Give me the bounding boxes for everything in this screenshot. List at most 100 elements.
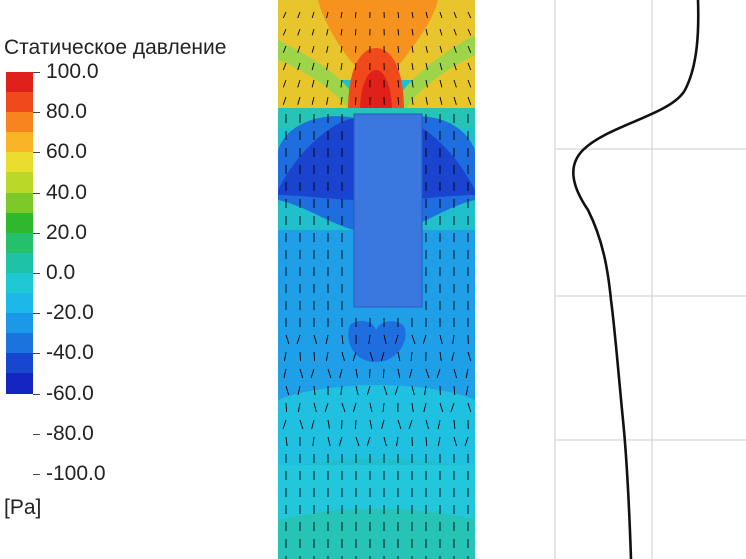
velocity-vector <box>410 351 413 362</box>
velocity-vector <box>327 436 331 447</box>
velocity-vector <box>282 28 287 36</box>
colorbar-tick-label: 20.0 <box>46 220 87 244</box>
velocity-vector <box>282 96 287 105</box>
velocity-vector <box>382 368 385 379</box>
velocity-vector <box>354 419 357 430</box>
velocity-vector <box>282 419 287 430</box>
velocity-vector <box>380 351 385 362</box>
velocity-vector <box>450 402 455 413</box>
velocity-vector <box>453 45 457 53</box>
colorbar-band <box>6 313 33 334</box>
velocity-vector <box>339 368 343 379</box>
velocity-vector <box>313 385 316 396</box>
velocity-vector <box>355 385 359 396</box>
velocity-vector <box>311 11 315 19</box>
velocity-vector <box>355 368 358 379</box>
velocity-vector <box>283 368 287 379</box>
legend-title: Статическое давление <box>4 36 227 59</box>
velocity-vector <box>453 385 456 396</box>
velocity-vector <box>465 385 469 396</box>
top-orange-region <box>318 0 438 80</box>
velocity-vector <box>453 96 457 105</box>
colorbar-tick-label: 100.0 <box>46 60 99 83</box>
velocity-vector <box>282 45 287 53</box>
velocity-vector <box>453 436 457 447</box>
velocity-vector <box>354 11 357 19</box>
velocity-vector <box>369 351 374 362</box>
colorbar-band <box>6 192 33 213</box>
velocity-vector <box>297 62 301 71</box>
velocity-vector <box>439 334 443 345</box>
velocity-vector <box>453 11 457 19</box>
velocity-vector <box>282 79 287 88</box>
velocity-vector <box>467 28 472 36</box>
velocity-vector <box>282 62 287 71</box>
velocity-vector <box>453 62 457 71</box>
velocity-vector <box>340 11 343 19</box>
colorbar-band <box>6 172 33 193</box>
colorbar-tick <box>33 313 40 315</box>
velocity-vector <box>397 62 400 71</box>
velocity-vector <box>366 385 371 396</box>
velocity-vector <box>467 45 472 53</box>
velocity-vectors <box>282 11 472 559</box>
colorbar-tick <box>33 353 40 355</box>
velocity-vector <box>340 62 343 71</box>
velocity-vector <box>397 79 400 88</box>
velocity-vector <box>325 334 329 345</box>
colorbar-tick <box>33 433 40 435</box>
colorbar-tick <box>33 72 40 73</box>
velocity-vector <box>340 45 343 53</box>
velocity-vector <box>311 62 315 71</box>
velocity-vector <box>366 436 371 447</box>
velocity-vector <box>467 79 472 88</box>
bottom-teal-patch <box>278 508 475 559</box>
velocity-vector <box>326 79 329 88</box>
velocity-vector <box>439 402 444 413</box>
velocity-vector <box>311 45 315 53</box>
velocity-vector <box>340 96 343 105</box>
velocity-vector <box>425 79 428 88</box>
velocity-vector <box>354 79 357 88</box>
velocity-vector <box>453 28 457 36</box>
colorbar-tick-label: -20.0 <box>46 301 94 325</box>
colorbar-band <box>6 112 33 133</box>
colorbar-tick-label: 40.0 <box>46 180 87 204</box>
velocity-vector <box>324 402 329 413</box>
velocity-vector <box>297 385 301 396</box>
velocity-vector <box>310 368 315 379</box>
velocity-vector <box>354 62 357 71</box>
velocity-vector <box>408 419 413 430</box>
velocity-vector <box>411 402 414 413</box>
colorbar-tick-label: -80.0 <box>46 421 94 445</box>
colorbar-band <box>6 373 33 394</box>
velocity-vector <box>439 62 443 71</box>
velocity-vector <box>327 368 332 379</box>
velocity-vector <box>394 385 399 396</box>
velocity-vector <box>326 45 329 53</box>
colorbar-band <box>6 212 33 233</box>
velocity-vector <box>397 368 401 379</box>
velocity-vector <box>313 402 317 413</box>
velocity-vector <box>383 436 387 447</box>
colorbar-tick-label: 60.0 <box>46 140 87 164</box>
velocity-vector <box>311 96 315 105</box>
velocity-vector <box>297 45 301 53</box>
velocity-profile-chart <box>554 0 746 559</box>
velocity-vector <box>437 419 441 430</box>
velocity-vector <box>467 402 472 413</box>
velocity-vector <box>297 96 301 105</box>
colorbar-tick <box>33 474 40 475</box>
velocity-vector <box>285 334 290 345</box>
colorbar-tick <box>33 273 40 274</box>
velocity-vector <box>425 45 428 53</box>
colorbar-band <box>6 333 33 354</box>
velocity-vector <box>282 11 287 19</box>
velocity-vector <box>297 79 301 88</box>
velocity-vector <box>369 419 373 430</box>
velocity-vector <box>297 402 301 413</box>
velocity-vector <box>338 436 343 447</box>
velocity-vector <box>285 402 288 413</box>
colorbar-tick <box>33 232 40 234</box>
side-lobe-left <box>278 60 348 112</box>
